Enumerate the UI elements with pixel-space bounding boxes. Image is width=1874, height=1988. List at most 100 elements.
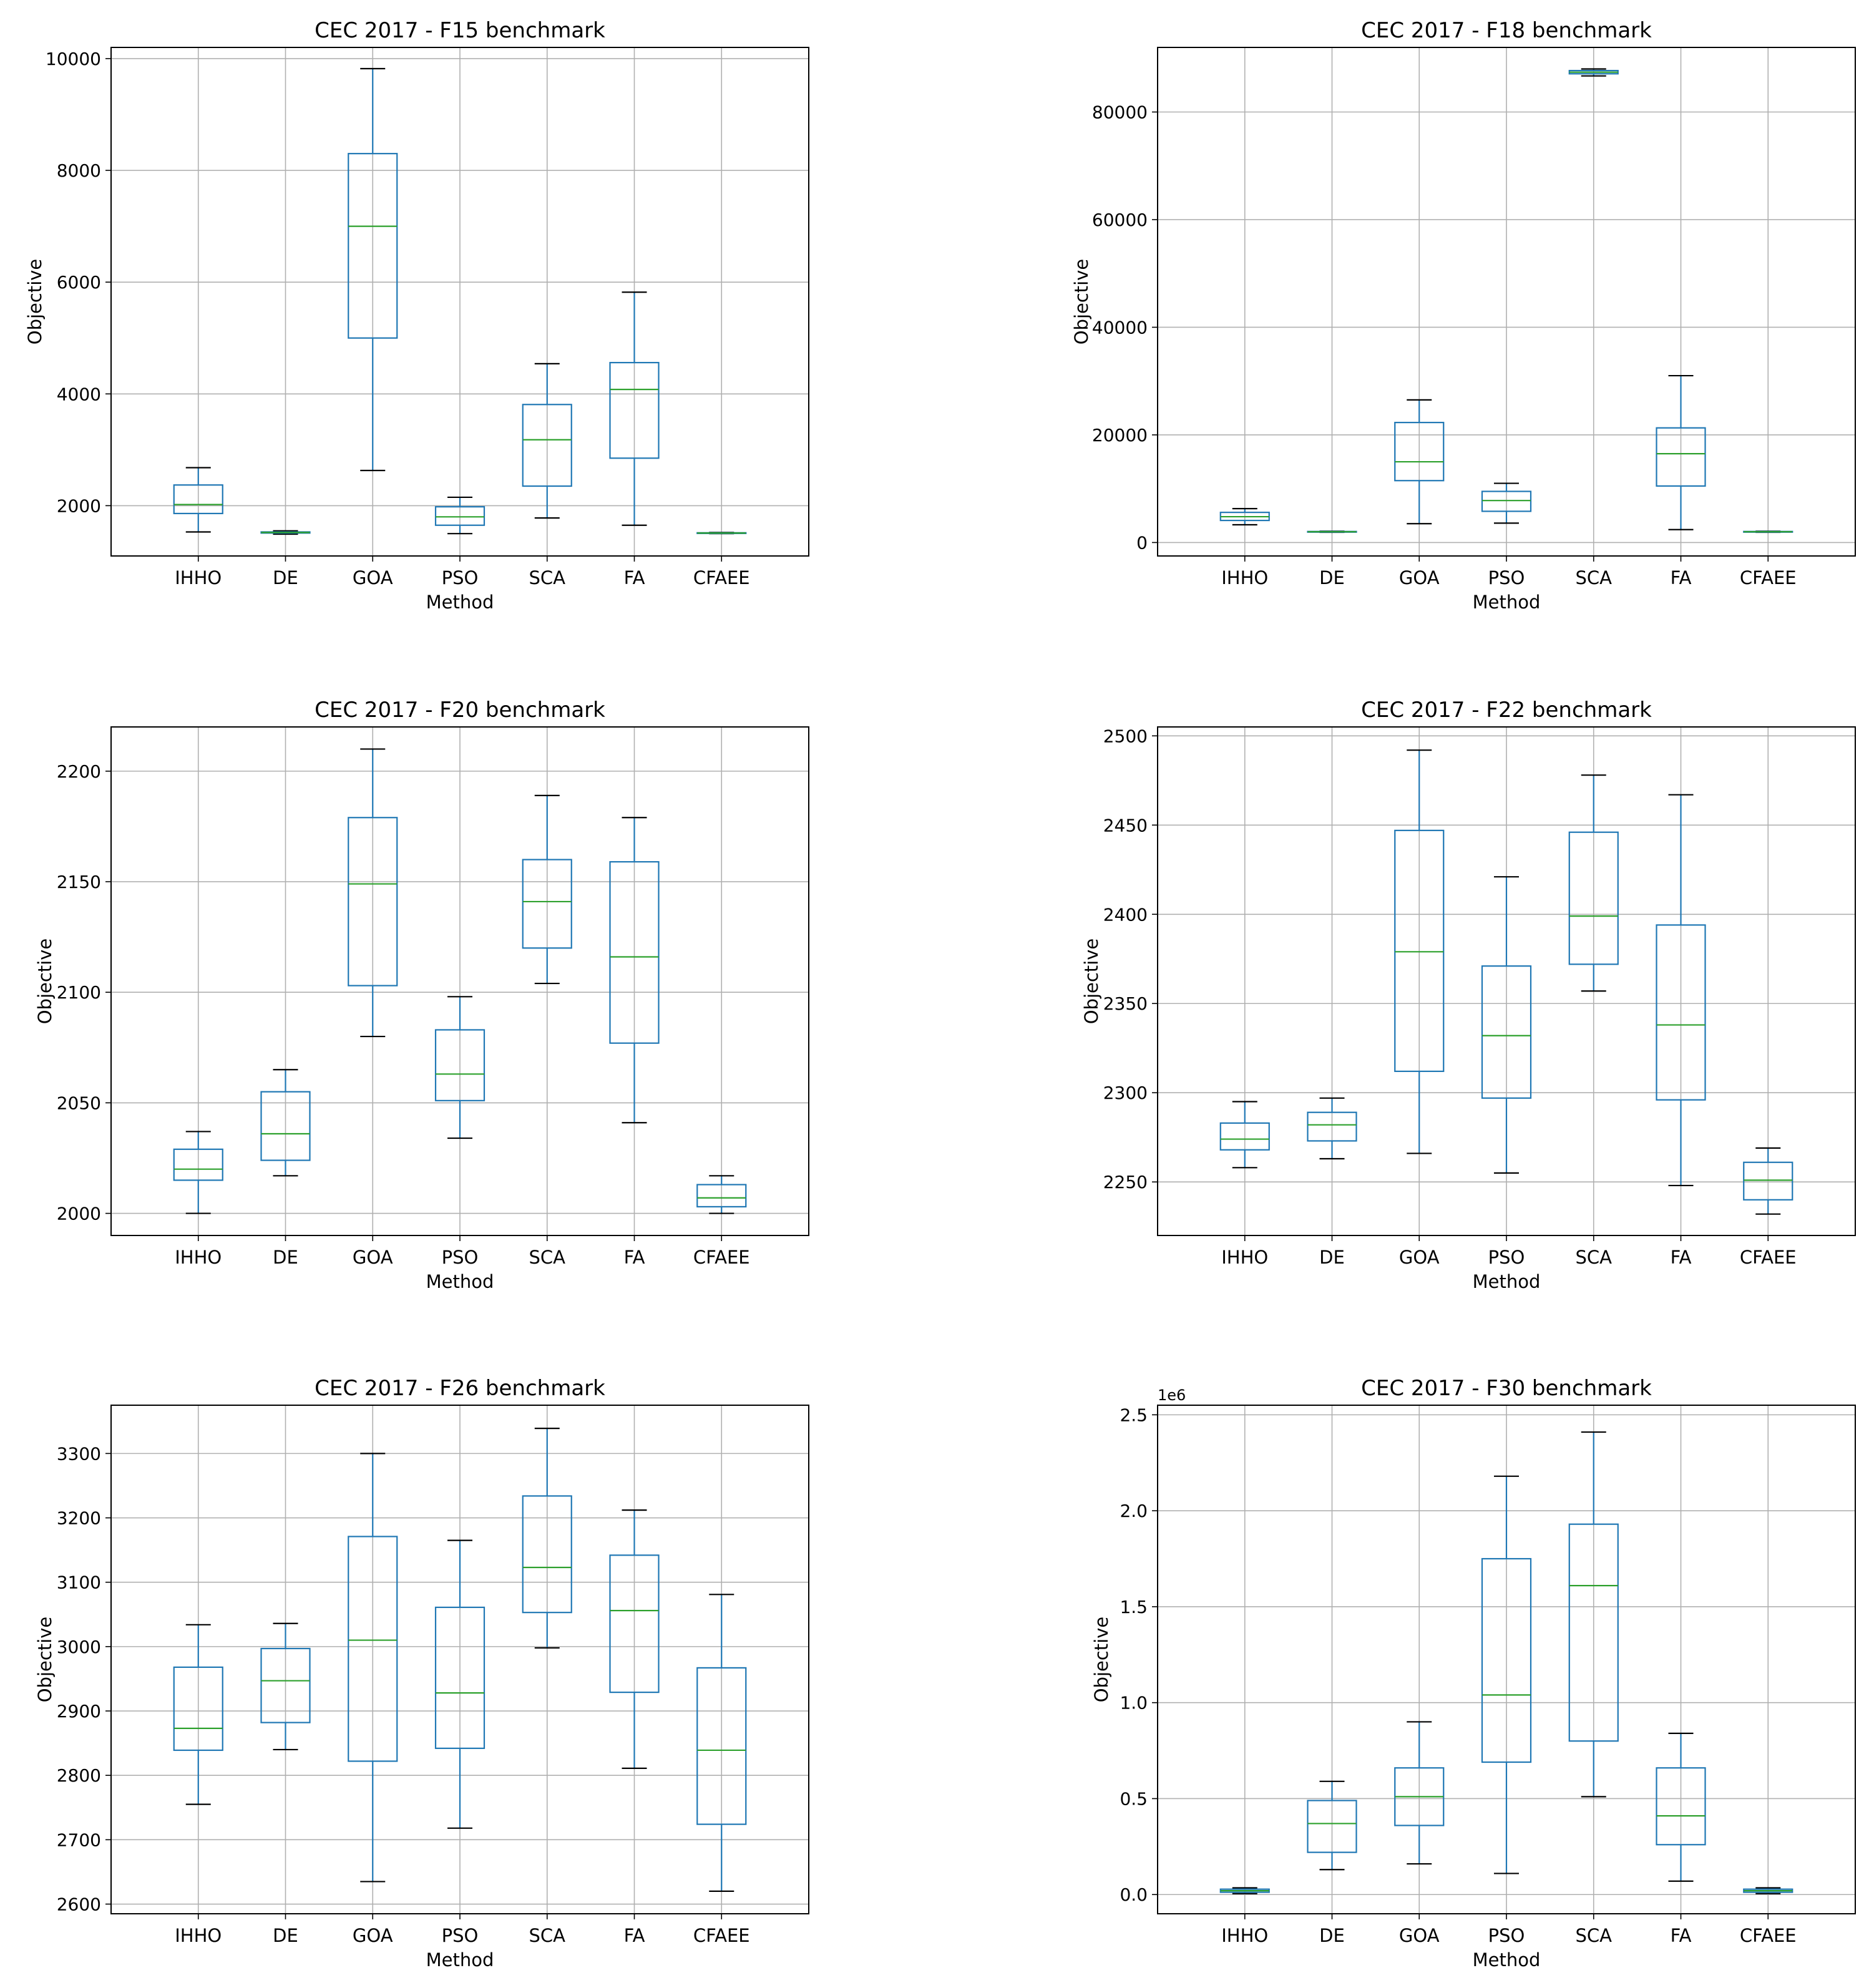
box-pso	[1481, 1475, 1532, 1874]
box-iqr	[1481, 965, 1532, 1099]
box-iqr	[522, 404, 572, 487]
axis-offset-label: 1e6	[1158, 1386, 1186, 1404]
box-iqr	[173, 1148, 223, 1181]
box-goa	[1394, 749, 1445, 1154]
box-goa	[1394, 1721, 1445, 1865]
box-fa	[609, 817, 660, 1124]
chart-panel-3: 2000 2050 2100 2150 2200 IHHO DE GOA PSO SCA FA CFA…	[34, 698, 809, 1292]
y-tick-label: 2700	[57, 1830, 101, 1850]
box-ihho	[173, 1624, 223, 1805]
y-axis-label: Objective	[34, 1617, 56, 1703]
x-tick-label: IHHO	[1221, 1925, 1268, 1946]
x-tick-label: IHHO	[1221, 1247, 1268, 1268]
box-goa	[348, 67, 398, 472]
box-pso	[434, 996, 486, 1139]
box-fa	[609, 291, 660, 526]
box-iqr	[522, 859, 572, 949]
box-iqr	[1481, 490, 1532, 512]
box-de	[260, 1622, 311, 1751]
box-iqr	[348, 1536, 398, 1762]
y-tick-label: 3200	[57, 1508, 101, 1529]
chart-title: CEC 2017 - F22 benchmark	[1361, 698, 1652, 723]
chart-title: CEC 2017 - F20 benchmark	[315, 698, 605, 723]
box-sca	[522, 363, 572, 519]
x-tick-label: CFAEE	[1740, 1925, 1797, 1946]
y-tick-label: 4000	[57, 384, 101, 404]
box-goa	[348, 748, 398, 1038]
x-axis-label: Method	[1473, 1271, 1541, 1292]
x-tick-label: SCA	[1576, 567, 1613, 588]
x-tick-label: PSO	[1488, 1925, 1525, 1946]
box-ihho	[173, 1131, 223, 1214]
box-fa	[609, 1509, 660, 1769]
y-tick-label: 3100	[57, 1572, 101, 1593]
y-tick-label: 2.5	[1120, 1405, 1148, 1425]
y-axis-label: Objective	[24, 259, 46, 345]
y-tick-label: 2200	[57, 761, 101, 782]
box-cfaee	[1743, 530, 1793, 534]
x-tick-label: GOA	[353, 567, 393, 588]
box-de	[260, 530, 311, 535]
x-tick-label: DE	[1319, 567, 1345, 588]
y-tick-label: 2400	[1103, 904, 1148, 925]
box-fa	[1656, 794, 1706, 1187]
x-tick-label: PSO	[442, 567, 479, 588]
box-iqr	[434, 1606, 486, 1749]
box-iqr	[1307, 1111, 1357, 1142]
box-goa	[1394, 399, 1445, 525]
box-cfaee	[696, 532, 747, 535]
box-iqr	[1568, 1523, 1619, 1742]
box-iqr	[1394, 829, 1445, 1073]
chart-panel-2: 0 20000 40000 60000 80000 IHHO DE GOA PSO SCA FA CF…	[1071, 18, 1856, 613]
y-tick-label: 0.0	[1120, 1884, 1148, 1905]
y-tick-label: 2100	[57, 982, 101, 1003]
y-tick-label: 2.0	[1120, 1501, 1148, 1521]
x-tick-label: CFAEE	[693, 1247, 750, 1268]
box-iqr	[522, 1495, 572, 1614]
box-iqr	[1307, 1800, 1357, 1853]
y-tick-label: 0	[1136, 532, 1148, 553]
box-iqr	[1219, 1122, 1270, 1151]
chart-panel-1: 2000 4000 6000 8000 10000 IHHO DE GOA PSO SCA FA CF…	[24, 18, 809, 613]
x-axis-label: Method	[426, 592, 494, 613]
x-tick-label: FA	[1671, 1247, 1692, 1268]
chart-panel-5: 2600 2700 2800 2900 3000 3100 3200 3300 IHHO DE GO…	[34, 1376, 809, 1971]
y-tick-label: 2600	[57, 1894, 101, 1915]
box-iqr	[173, 484, 223, 515]
x-tick-label: DE	[1319, 1925, 1345, 1946]
box-sca	[1568, 68, 1619, 77]
x-tick-label: IHHO	[175, 1925, 222, 1946]
x-tick-label: IHHO	[175, 567, 222, 588]
box-iqr	[173, 1666, 223, 1752]
x-tick-label: GOA	[1399, 567, 1440, 588]
x-tick-label: PSO	[1488, 567, 1525, 588]
x-tick-label: GOA	[353, 1925, 393, 1946]
y-tick-label: 0.5	[1120, 1788, 1148, 1809]
y-tick-label: 2300	[1103, 1083, 1148, 1103]
x-tick-label: DE	[1319, 1247, 1345, 1268]
y-tick-label: 2350	[1103, 993, 1148, 1014]
chart-title: CEC 2017 - F15 benchmark	[315, 18, 605, 43]
box-cfaee	[696, 1175, 747, 1214]
y-tick-label: 20000	[1092, 425, 1148, 446]
x-tick-label: FA	[1671, 1925, 1692, 1946]
x-tick-label: GOA	[1399, 1925, 1440, 1946]
x-tick-label: GOA	[353, 1247, 393, 1268]
y-tick-label: 60000	[1092, 210, 1148, 230]
box-iqr	[1481, 1557, 1532, 1763]
x-tick-label: CFAEE	[693, 567, 750, 588]
y-tick-label: 1.0	[1120, 1693, 1148, 1713]
y-tick-label: 2050	[57, 1093, 101, 1113]
box-iqr	[434, 1029, 486, 1101]
box-iqr	[696, 1667, 747, 1825]
x-tick-label: DE	[273, 1247, 298, 1268]
box-ihho	[1219, 1887, 1270, 1894]
box-pso	[1481, 482, 1532, 524]
x-axis-label: Method	[1473, 1949, 1541, 1971]
box-iqr	[1568, 831, 1619, 965]
x-tick-label: CFAEE	[1740, 567, 1797, 588]
box-iqr	[609, 861, 660, 1044]
y-tick-label: 2900	[57, 1701, 101, 1722]
x-tick-label: FA	[624, 1247, 645, 1268]
x-tick-label: PSO	[442, 1247, 479, 1268]
